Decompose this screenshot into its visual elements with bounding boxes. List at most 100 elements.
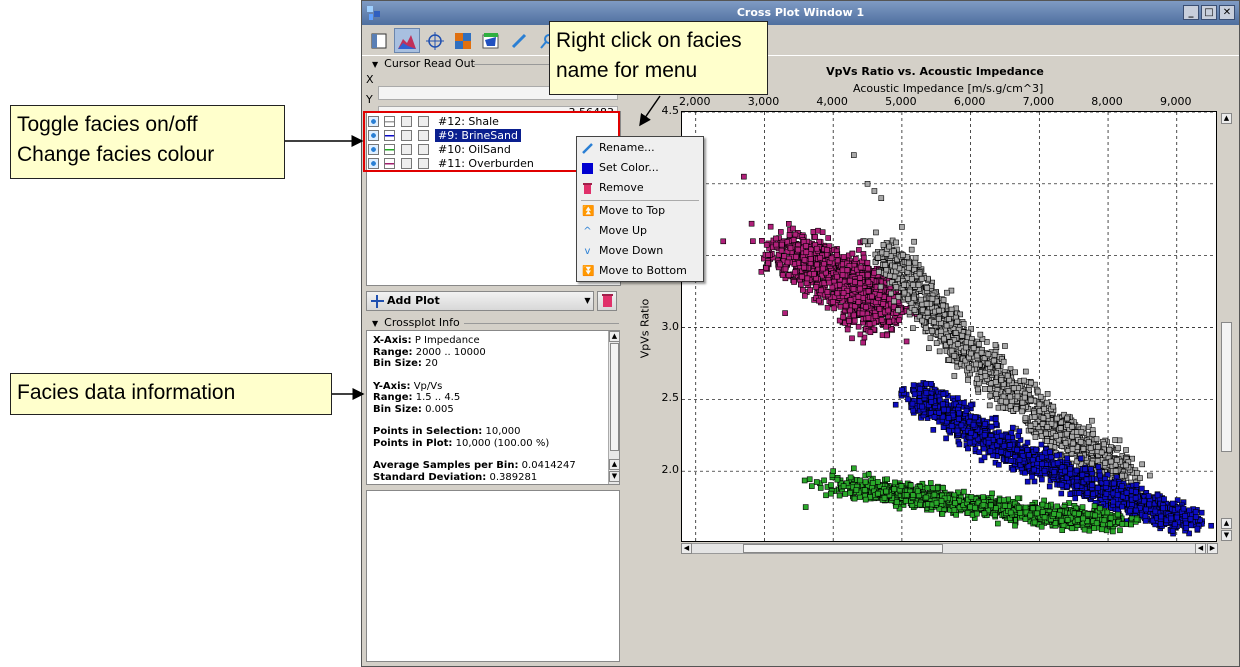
facies-name[interactable]: #12: Shale <box>438 115 499 128</box>
visibility-eye-icon[interactable] <box>368 144 379 155</box>
crosshair-button[interactable] <box>422 28 448 53</box>
facies-row-oilsand[interactable]: #10: OilSand <box>367 143 617 156</box>
scroll-up-icon[interactable]: ▲ <box>609 459 619 470</box>
add-plot-label: Add Plot <box>387 294 440 307</box>
bin-grid-button[interactable] <box>450 28 476 53</box>
facies-name[interactable]: #10: OilSand <box>438 143 511 156</box>
menu-move-bottom[interactable]: ⏬ Move to Bottom <box>577 261 703 281</box>
outlier-point <box>850 152 857 158</box>
info-scrollbar[interactable]: ▲ ▲ ▼ <box>608 331 619 484</box>
close-button[interactable]: ✕ <box>1219 5 1235 20</box>
symbol-icon[interactable] <box>401 116 412 127</box>
x-tick-label: 4,000 <box>816 95 848 108</box>
minimize-button[interactable]: _ <box>1183 5 1199 20</box>
visibility-eye-icon[interactable] <box>368 158 379 169</box>
menu-move-top[interactable]: ⏫ Move to Top <box>577 201 703 221</box>
visibility-eye-icon[interactable] <box>368 130 379 141</box>
menu-label: Move to Top <box>599 204 666 217</box>
outlier-point <box>802 504 809 510</box>
move-down-icon: v <box>584 246 591 257</box>
crosshair-icon <box>426 31 444 50</box>
symbol-icon[interactable] <box>401 130 412 141</box>
settings-icon[interactable] <box>418 158 429 169</box>
x-axis-label: Acoustic Impedance [m/s.g/cm^3] <box>853 82 1044 95</box>
outlier-point <box>830 468 836 474</box>
y-tick-label: 3.0 <box>661 319 680 333</box>
symbol-icon[interactable] <box>401 144 412 155</box>
color-line-icon[interactable] <box>384 130 395 141</box>
toolbar <box>366 28 560 54</box>
crossplot-info-header[interactable]: ▼ Crossplot Info <box>372 316 460 329</box>
pencil-icon <box>582 143 593 154</box>
plot-scroll-up-icon[interactable]: ▲ <box>1221 113 1232 124</box>
scroll-down-icon[interactable]: ▼ <box>609 471 619 482</box>
polygon-icon <box>482 32 499 48</box>
menu-label: Move Down <box>599 244 664 257</box>
mountain-chart-icon <box>398 34 416 49</box>
info-scroll-thumb[interactable] <box>610 343 619 451</box>
x-tick-label: 5,000 <box>885 95 917 108</box>
x-tick-label: 9,000 <box>1160 95 1192 108</box>
scatter-plot-area[interactable] <box>681 111 1217 542</box>
add-plot-button[interactable]: Add Plot <box>366 291 594 311</box>
cursor-readout-header[interactable]: ▼ Cursor Read Out <box>372 57 475 70</box>
grid-icon <box>455 32 471 49</box>
x-tick-label: 2,000 <box>678 95 711 108</box>
plot-scroll-left-icon[interactable]: ◀ <box>1195 543 1206 554</box>
cursor-x-label: X <box>366 73 374 86</box>
color-line-icon[interactable] <box>384 116 395 127</box>
menu-rename[interactable]: Rename... <box>577 138 703 158</box>
menu-move-down[interactable]: v Move Down <box>577 241 703 261</box>
scatter-plot <box>682 112 1216 541</box>
plot-scroll-right-icon[interactable]: ▶ <box>1207 543 1218 554</box>
settings-icon[interactable] <box>418 116 429 127</box>
delete-plot-button[interactable] <box>597 291 617 311</box>
menu-remove[interactable]: Remove <box>577 178 703 198</box>
plot-vscroll-thumb[interactable] <box>1221 322 1232 452</box>
outlier-point <box>741 173 747 180</box>
x-tick-label: 3,000 <box>747 95 780 108</box>
facies-row-shale[interactable]: #12: Shale <box>367 115 617 128</box>
x-tick-label: 6,000 <box>953 95 986 108</box>
menu-label: Rename... <box>599 141 655 154</box>
y-tick-label: 2.5 <box>661 391 680 405</box>
polygon-select-button[interactable] <box>478 28 504 53</box>
settings-icon[interactable] <box>418 130 429 141</box>
outlier-point <box>782 310 788 316</box>
add-plot-icon <box>371 295 384 308</box>
y-tick-label: 4.5 <box>661 104 680 117</box>
plot-scroll-down-icon[interactable]: ▼ <box>1221 530 1232 541</box>
plot-hscroll-thumb[interactable] <box>743 544 943 553</box>
collapse-triangle-icon: ▼ <box>372 60 379 69</box>
plot-scroll-up-icon[interactable]: ▲ <box>1221 518 1232 529</box>
outlier-point <box>864 181 871 187</box>
color-line-icon[interactable] <box>384 144 395 155</box>
color-line-icon[interactable] <box>384 158 395 169</box>
outlier-point <box>720 238 727 245</box>
add-plot-dropdown[interactable]: ▼ <box>584 296 591 305</box>
maximize-button[interactable]: □ <box>1201 5 1217 20</box>
menu-move-up[interactable]: ^ Move Up <box>577 221 703 241</box>
menu-label: Set Color... <box>599 161 659 174</box>
scroll-up-icon[interactable]: ▲ <box>609 331 619 342</box>
settings-icon[interactable] <box>418 144 429 155</box>
outlier-point <box>899 224 905 230</box>
callout-facies-info: Facies data information <box>10 373 332 415</box>
cursor-y-row: Y 3.56483 <box>366 93 618 120</box>
window-titlebar[interactable]: Cross Plot Window 1 _ □ ✕ <box>362 1 1239 25</box>
draw-button[interactable] <box>506 28 532 53</box>
panel-toggle-button[interactable] <box>366 28 392 53</box>
facies-row-brinesand[interactable]: #9: BrineSand <box>367 129 617 142</box>
facies-name[interactable]: #9: BrineSand <box>435 129 521 142</box>
symbol-icon[interactable] <box>401 158 412 169</box>
menu-set-color[interactable]: Set Color... <box>577 158 703 178</box>
density-plot-button[interactable] <box>394 28 420 53</box>
cursor-x-row: X <box>366 73 618 100</box>
visibility-eye-icon[interactable] <box>368 116 379 127</box>
facies-name[interactable]: #11: Overburden <box>438 157 534 170</box>
outlier-point <box>871 188 878 194</box>
pencil-icon <box>511 33 527 48</box>
facies-row-overburden[interactable]: #11: Overburden <box>367 157 617 170</box>
plot-scroll-left-icon[interactable]: ◀ <box>681 543 692 554</box>
outlier-point <box>1194 525 1201 532</box>
